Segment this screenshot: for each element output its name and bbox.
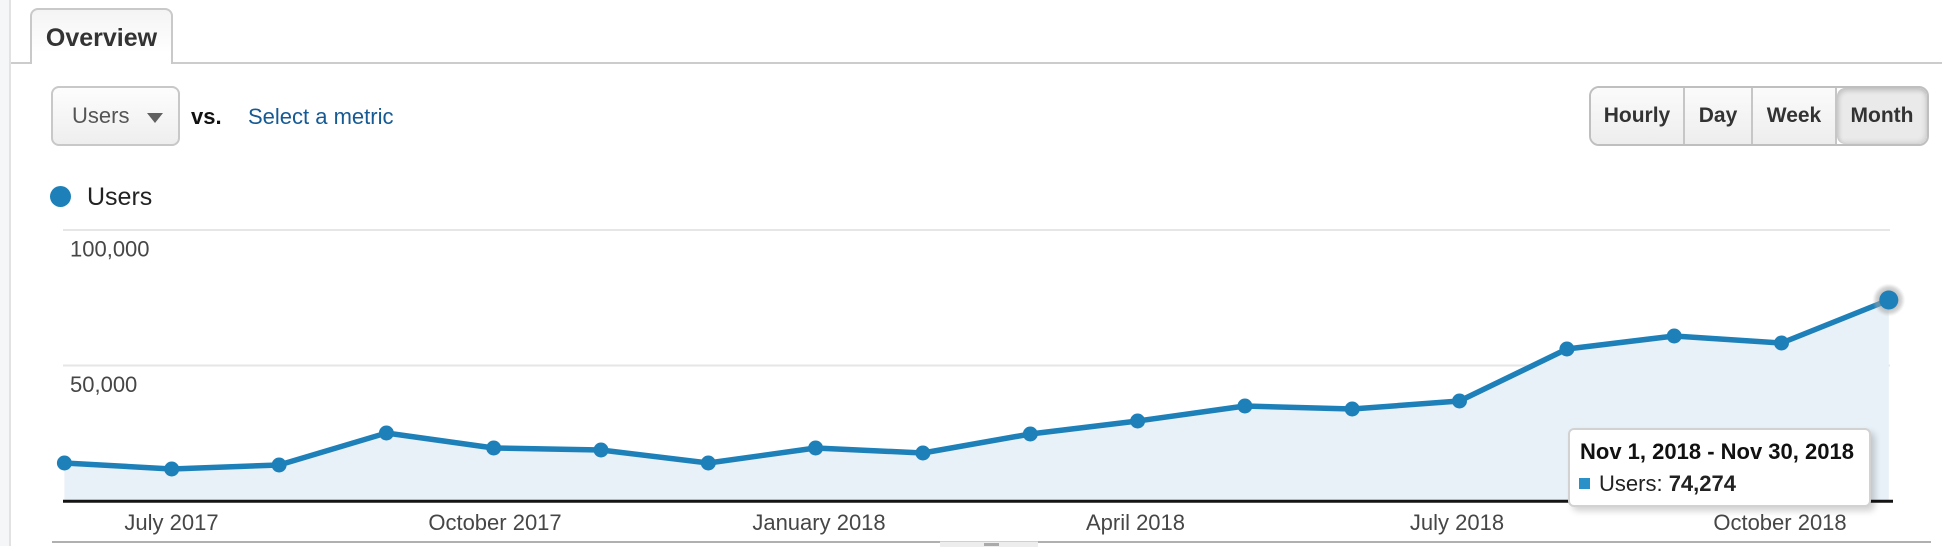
svg-text:July 2018: July 2018 — [1410, 510, 1504, 535]
svg-text:July 2017: July 2017 — [124, 510, 218, 535]
svg-text:January 2018: January 2018 — [752, 510, 885, 535]
svg-text:100,000: 100,000 — [70, 237, 150, 262]
svg-text:50,000: 50,000 — [70, 372, 137, 397]
svg-text:October 2017: October 2017 — [428, 510, 561, 535]
svg-text:October 2018: October 2018 — [1713, 510, 1846, 535]
svg-text:April 2018: April 2018 — [1086, 510, 1185, 535]
